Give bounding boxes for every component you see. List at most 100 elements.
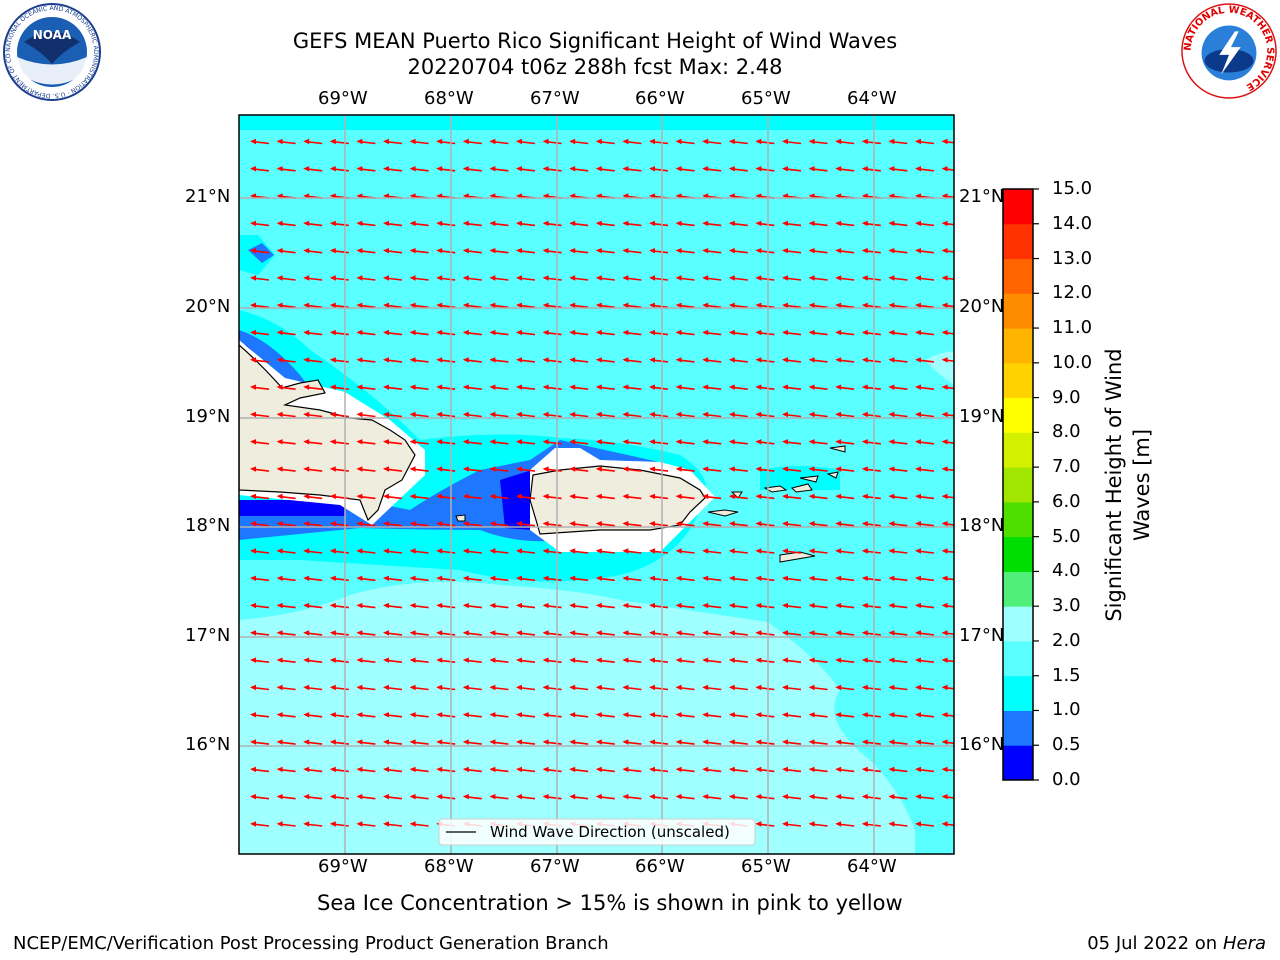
wave-direction-arrowhead <box>675 548 682 554</box>
wave-direction-arrowhead <box>915 575 921 581</box>
wave-direction-arrowhead <box>516 220 522 227</box>
wave-direction-arrowhead <box>250 466 256 472</box>
wave-direction-arrowhead <box>755 357 762 363</box>
wave-direction-arrowhead <box>462 794 469 800</box>
nws-logo: NATIONAL WEATHER SERVICE <box>1181 3 1277 99</box>
wave-direction-arrowhead <box>329 739 336 745</box>
wave-direction-arrowhead <box>941 684 948 691</box>
wave-direction-arrowhead <box>915 138 921 145</box>
wave-direction-arrowhead <box>409 712 416 718</box>
wave-direction-arrowhead <box>409 739 416 745</box>
wave-direction-arrowhead <box>755 138 762 145</box>
wave-direction-arrowhead <box>702 329 709 336</box>
wave-direction-arrowhead <box>595 302 602 308</box>
wave-direction-arrowhead <box>409 384 416 390</box>
wave-direction-arrowhead <box>276 521 283 527</box>
wave-direction-arrowhead <box>915 275 921 281</box>
wave-direction-arrowhead <box>250 794 256 800</box>
wave-direction-arrowhead <box>728 766 735 773</box>
wave-direction-arrowhead <box>675 466 682 472</box>
wave-direction-arrowhead <box>915 357 921 363</box>
wave-direction-arrowhead <box>915 329 921 336</box>
wave-direction-arrowhead <box>808 466 815 472</box>
wave-direction-arrowhead <box>649 439 655 445</box>
wave-direction-arrowhead <box>755 821 762 827</box>
wave-direction-arrowhead <box>569 493 576 500</box>
land-anegada <box>829 445 846 453</box>
wave-direction-arrowhead <box>861 411 868 418</box>
wave-direction-arrowhead <box>622 411 629 418</box>
wave-direction-arrowhead <box>755 548 762 554</box>
wave-direction-arrowhead <box>436 138 443 145</box>
wave-direction-arrowhead <box>675 712 682 718</box>
wave-direction-arrowhead <box>542 439 549 445</box>
wave-direction-arrowhead <box>303 575 310 581</box>
wave-direction-arrowhead <box>808 548 815 554</box>
wave-direction-arrowhead <box>622 138 629 145</box>
wave-direction-arrowhead <box>915 248 921 254</box>
wave-direction-arrowhead <box>356 602 363 609</box>
wave-direction-arrowhead <box>702 248 709 254</box>
wave-direction-arrowhead <box>409 329 416 336</box>
wave-direction-arrowhead <box>383 712 389 718</box>
wave-direction-arrowhead <box>462 411 469 418</box>
wave-direction-arrowhead <box>329 821 336 827</box>
wave-direction-arrowhead <box>250 766 256 773</box>
colorbar-tick-label: 7.0 <box>1052 456 1081 478</box>
lon-label-bottom: 64°W <box>847 856 897 877</box>
wave-direction-arrowhead <box>329 411 336 418</box>
wave-direction-arrowhead <box>649 794 655 800</box>
wave-direction-arrowhead <box>728 602 735 609</box>
wave-direction-arrowhead <box>595 548 602 554</box>
wave-direction-arrowhead <box>276 493 283 500</box>
wave-direction-arrowhead <box>250 493 256 500</box>
wave-direction-arrowhead <box>861 630 868 636</box>
wave-direction-arrowhead <box>675 302 682 308</box>
wave-direction-arrowhead <box>542 630 549 636</box>
wave-direction-arrowhead <box>941 138 948 145</box>
wave-direction-arrowhead <box>250 357 256 363</box>
wave-direction-arrowhead <box>569 766 576 773</box>
wave-direction-arrowhead <box>728 630 735 636</box>
wave-direction-arrowhead <box>409 766 416 773</box>
wave-direction-arrowhead <box>861 275 868 281</box>
wave-direction-arrowhead <box>861 439 868 445</box>
wave-direction-arrowhead <box>542 357 549 363</box>
wave-direction-arrowhead <box>728 329 735 336</box>
wave-direction-arrowhead <box>728 384 735 390</box>
wave-direction-arrowhead <box>915 220 921 227</box>
wave-direction-arrowhead <box>303 384 310 390</box>
wave-direction-arrowhead <box>782 739 788 745</box>
wave-direction-arrowhead <box>782 466 788 472</box>
wave-direction-arrowhead <box>622 684 629 691</box>
wave-direction-arrowhead <box>276 329 283 336</box>
wave-direction-arrowhead <box>675 630 682 636</box>
wave-direction-arrowhead <box>888 166 895 172</box>
wave-direction-arrowhead <box>915 521 921 527</box>
wave-direction-arrowhead <box>329 521 336 527</box>
colorbar-tick-label: 15.0 <box>1052 178 1093 199</box>
wave-direction-arrowhead <box>861 548 868 554</box>
wave-direction-arrowhead <box>835 794 842 800</box>
wave-direction-arrowhead <box>782 275 788 281</box>
wave-direction-arrowhead <box>516 794 522 800</box>
wave-direction-arrowhead <box>702 766 709 773</box>
wave-direction-arrowhead <box>356 439 363 445</box>
wave-direction-arrowhead <box>329 357 336 363</box>
wave-direction-arrowhead <box>782 630 788 636</box>
wave-direction-arrowhead <box>436 166 443 172</box>
wave-direction-arrowhead <box>782 166 788 172</box>
wave-direction-arrowhead <box>409 439 416 445</box>
wave-direction-arrowhead <box>808 439 815 445</box>
wave-direction-arrowhead <box>516 302 522 308</box>
wave-direction-arrowhead <box>303 439 310 445</box>
wave-direction-arrowhead <box>356 138 363 145</box>
wave-direction-arrowhead <box>303 684 310 691</box>
wave-direction-arrowhead <box>542 166 549 172</box>
wave-direction-arrowhead <box>808 739 815 745</box>
land-culebra <box>730 491 743 499</box>
wave-direction-arrowhead <box>383 602 389 609</box>
wave-direction-arrowhead <box>835 411 842 418</box>
wave-direction-arrowhead <box>569 684 576 691</box>
wave-direction-arrowhead <box>808 166 815 172</box>
